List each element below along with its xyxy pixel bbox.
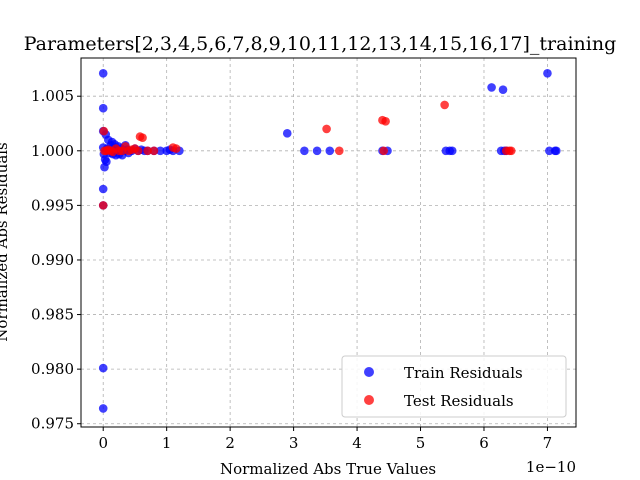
x-tick-label: 7 (543, 434, 553, 452)
axes-frame (80, 57, 577, 428)
y-tick-label: 0.980 (31, 360, 74, 378)
test-residual-point (98, 201, 108, 210)
legend-marker-test (364, 395, 374, 405)
train-residual-point (447, 146, 457, 156)
train-residual-point (98, 404, 108, 413)
x-axis-offset-label: 1e−10 (526, 458, 576, 476)
train-residual-point (156, 146, 165, 156)
chart-title: Parameters[2,3,4,5,6,7,8,9,10,11,12,13,1… (24, 33, 617, 55)
legend: Train Residuals Test Residuals (341, 355, 567, 418)
legend-label-train: Train Residuals (404, 364, 523, 382)
y-tick-label: 1.005 (31, 87, 74, 105)
train-residual-point (487, 83, 496, 92)
test-residual-point (381, 117, 390, 126)
x-tick-label: 2 (225, 434, 235, 452)
test-residual-point (322, 124, 331, 134)
train-residual-point (98, 363, 108, 373)
x-tick-label: 3 (289, 434, 299, 452)
x-tick-label: 0 (98, 434, 108, 452)
y-tick-label: 0.975 (31, 415, 74, 433)
train-residual-point (282, 129, 292, 138)
train-residual-point (98, 184, 108, 194)
y-tick-label: 0.985 (31, 306, 74, 324)
x-tick-label: 4 (352, 434, 362, 452)
train-residual-point (325, 146, 335, 156)
train-residual-point (98, 68, 108, 78)
test-residual-point (99, 126, 109, 136)
legend-label-test: Test Residuals (404, 392, 514, 410)
x-tick-label: 1 (162, 434, 172, 452)
legend-box (341, 355, 567, 418)
train-residual-point (498, 85, 508, 94)
x-tick-label: 6 (479, 434, 489, 452)
train-residual-point (102, 157, 111, 167)
y-tick-label: 0.995 (31, 196, 74, 214)
legend-marker-train (364, 367, 374, 377)
y-axis-label: Normalized Abs Residuals (0, 142, 11, 342)
train-residual-point (552, 146, 561, 156)
x-axis-label: Normalized Abs True Values (220, 460, 436, 478)
train-residual-point (300, 146, 309, 156)
x-tick-label: 5 (416, 434, 426, 452)
test-residual-point (149, 146, 159, 156)
data-points (98, 68, 561, 413)
axis-ticks: 0 1 2 3 4 5 6 7 0.975 0.980 0.985 0.990 0.995 1.000 1.… (31, 87, 552, 452)
test-residual-point (171, 144, 181, 153)
test-residual-point (506, 146, 516, 156)
train-residual-point (543, 68, 552, 78)
y-tick-label: 0.990 (31, 251, 74, 269)
test-residual-point (334, 146, 344, 156)
test-residual-point (440, 100, 449, 110)
test-residual-point (133, 146, 143, 156)
test-residual-point (379, 146, 389, 156)
y-tick-label: 1.000 (31, 142, 74, 160)
train-residual-point (312, 146, 322, 156)
test-residual-point (138, 133, 147, 142)
test-residual-point (143, 146, 152, 156)
train-residual-point (98, 103, 108, 113)
